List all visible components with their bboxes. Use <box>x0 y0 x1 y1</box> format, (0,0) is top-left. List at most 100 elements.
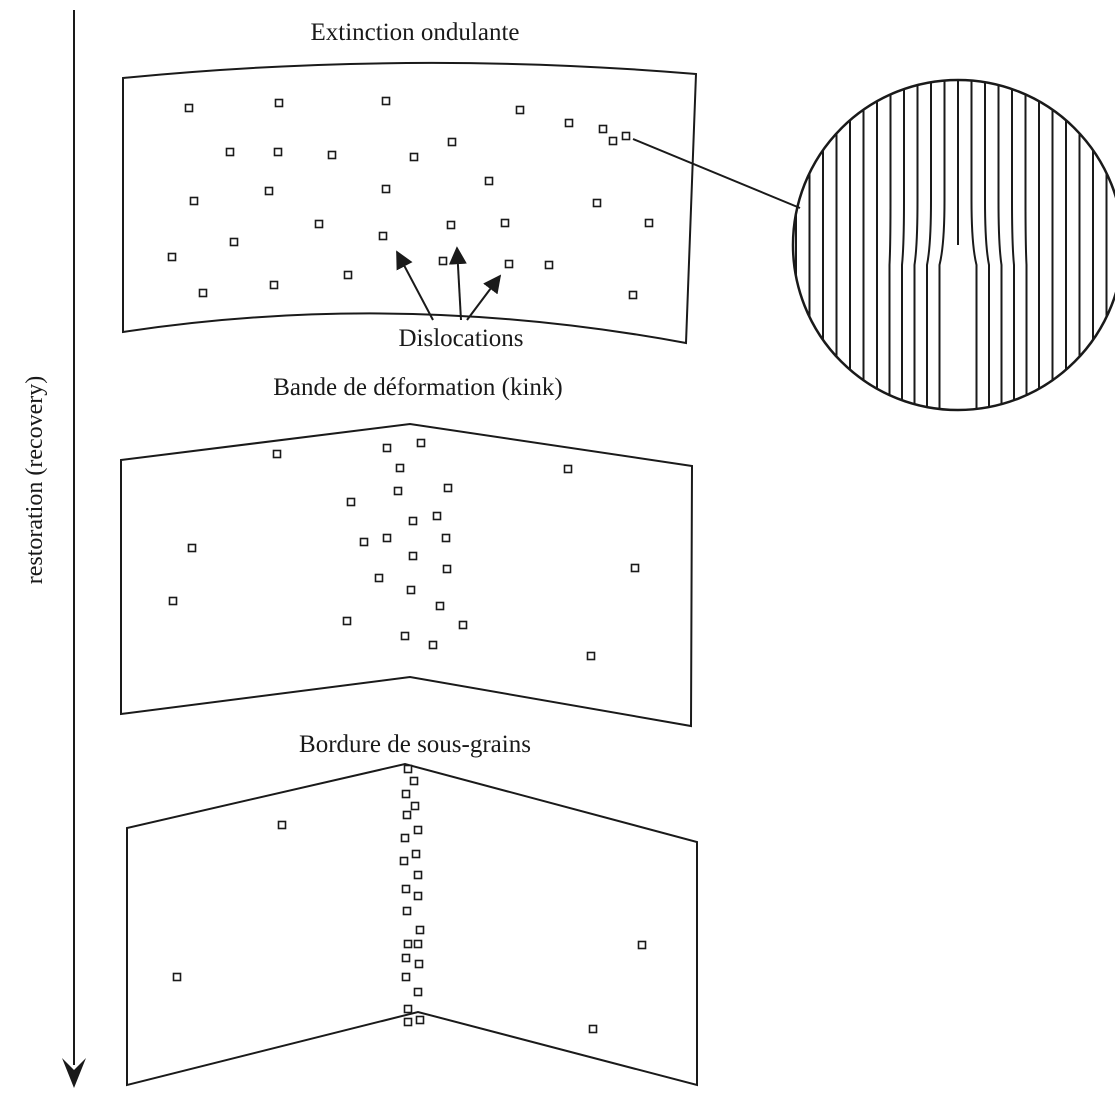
dislocation-marker <box>637 940 647 950</box>
dislocation-marker <box>327 150 337 160</box>
dislocation-marker <box>403 1017 413 1027</box>
dislocation-marker <box>273 147 283 157</box>
dislocation-marker <box>198 288 208 298</box>
dislocation-marker <box>628 290 638 300</box>
dislocation-marker <box>172 972 182 982</box>
dislocation-marker <box>446 220 456 230</box>
recovery-axis-arrowhead <box>62 1058 86 1088</box>
dislocation-marker <box>504 259 514 269</box>
dislocation-marker <box>167 252 177 262</box>
dislocation-marker <box>189 196 199 206</box>
dislocation-marker <box>401 953 411 963</box>
lattice-plane-line <box>1011 80 1015 410</box>
dislocation-marker <box>402 810 412 820</box>
dislocation-marker <box>484 176 494 186</box>
dislocation-marker <box>382 533 392 543</box>
dislocation-marker <box>403 1004 413 1014</box>
dislocation-marker <box>382 443 392 453</box>
pointer-arrow <box>448 246 467 321</box>
dislocation-marker <box>400 631 410 641</box>
dislocation-group-subgrain <box>172 764 647 1034</box>
dislocation-marker <box>410 801 420 811</box>
lattice-plane-line <box>926 80 932 410</box>
dislocation-marker <box>403 939 413 949</box>
dislocation-pointer-arrows <box>396 246 502 321</box>
lattice-plane-line <box>984 80 990 410</box>
dislocation-marker <box>441 533 451 543</box>
dislocation-marker <box>416 438 426 448</box>
dislocation-marker <box>272 449 282 459</box>
dislocation-marker <box>415 1015 425 1025</box>
magnified-lattice-view <box>791 78 1115 412</box>
dislocation-marker <box>402 906 412 916</box>
dislocation-marker <box>225 147 235 157</box>
panel-title-kink: Bande de déformation (kink) <box>273 374 563 401</box>
panel-subgrain-boundary: Bordure de sous-grains <box>126 731 698 1087</box>
dislocation-marker <box>442 564 452 574</box>
dislocation-marker <box>592 198 602 208</box>
dislocation-marker <box>432 511 442 521</box>
dislocations-label: Dislocations <box>399 325 524 352</box>
recovery-axis-label: restoration (recovery) <box>22 376 48 585</box>
dislocation-marker <box>381 96 391 106</box>
dislocation-marker <box>408 551 418 561</box>
dislocation-marker <box>342 616 352 626</box>
lattice-plane-line <box>938 80 946 410</box>
dislocation-marker <box>413 939 423 949</box>
dislocation-marker <box>409 152 419 162</box>
dislocation-marker <box>413 891 423 901</box>
dislocation-marker <box>443 483 453 493</box>
dislocation-marker <box>428 640 438 650</box>
lattice-plane-line <box>901 80 905 410</box>
dislocation-marker <box>168 596 178 606</box>
lattice-plane-line <box>997 80 1003 410</box>
dislocation-marker <box>644 218 654 228</box>
dislocation-marker <box>414 959 424 969</box>
dislocation-marker <box>409 776 419 786</box>
dislocation-marker <box>564 118 574 128</box>
panel-title-undulating: Extinction ondulante <box>311 19 520 46</box>
dislocation-marker <box>400 833 410 843</box>
dislocation-marker <box>343 270 353 280</box>
dislocation-marker <box>408 516 418 526</box>
panel-undulating-extinction: Extinction ondulante Dislocations <box>122 19 698 352</box>
dislocation-marker <box>399 856 409 866</box>
dislocation-marker <box>378 231 388 241</box>
dislocation-marker <box>401 972 411 982</box>
dislocation-marker <box>264 186 274 196</box>
lattice-plane-line <box>913 80 919 410</box>
dislocation-marker <box>500 218 510 228</box>
zoom-connector-line <box>632 138 801 209</box>
dislocation-marker <box>346 497 356 507</box>
dislocation-marker <box>374 573 384 583</box>
panel-kink-band: Bande de déformation (kink) <box>120 374 694 728</box>
dislocation-marker <box>415 925 425 935</box>
dislocation-marker <box>447 137 457 147</box>
dislocation-marker <box>413 825 423 835</box>
pointer-arrow <box>396 250 434 321</box>
lattice-plane-line <box>970 80 978 410</box>
dislocation-marker <box>393 486 403 496</box>
magnified-circle-outline <box>791 78 1115 412</box>
dislocation-marker <box>314 219 324 229</box>
dislocation-marker <box>598 124 608 134</box>
dislocation-marker <box>515 105 525 115</box>
dislocation-group-undulating <box>167 96 654 300</box>
dislocation-marker <box>395 463 405 473</box>
dislocation-marker <box>401 884 411 894</box>
dislocation-marker <box>184 103 194 113</box>
grain-outline-undulating <box>122 61 698 345</box>
dislocation-marker <box>403 764 413 774</box>
dislocation-marker <box>411 849 421 859</box>
panel-title-subgrain: Bordure de sous-grains <box>299 731 531 758</box>
dislocation-marker <box>621 131 631 141</box>
dislocation-marker <box>359 537 369 547</box>
grain-outline-subgrain <box>126 762 698 1087</box>
dislocation-marker <box>608 136 618 146</box>
dislocation-marker <box>406 585 416 595</box>
dislocation-marker <box>413 987 423 997</box>
dislocation-marker <box>458 620 468 630</box>
lattice-plane-line <box>888 80 892 410</box>
dislocation-marker <box>187 543 197 553</box>
dislocation-marker <box>277 820 287 830</box>
